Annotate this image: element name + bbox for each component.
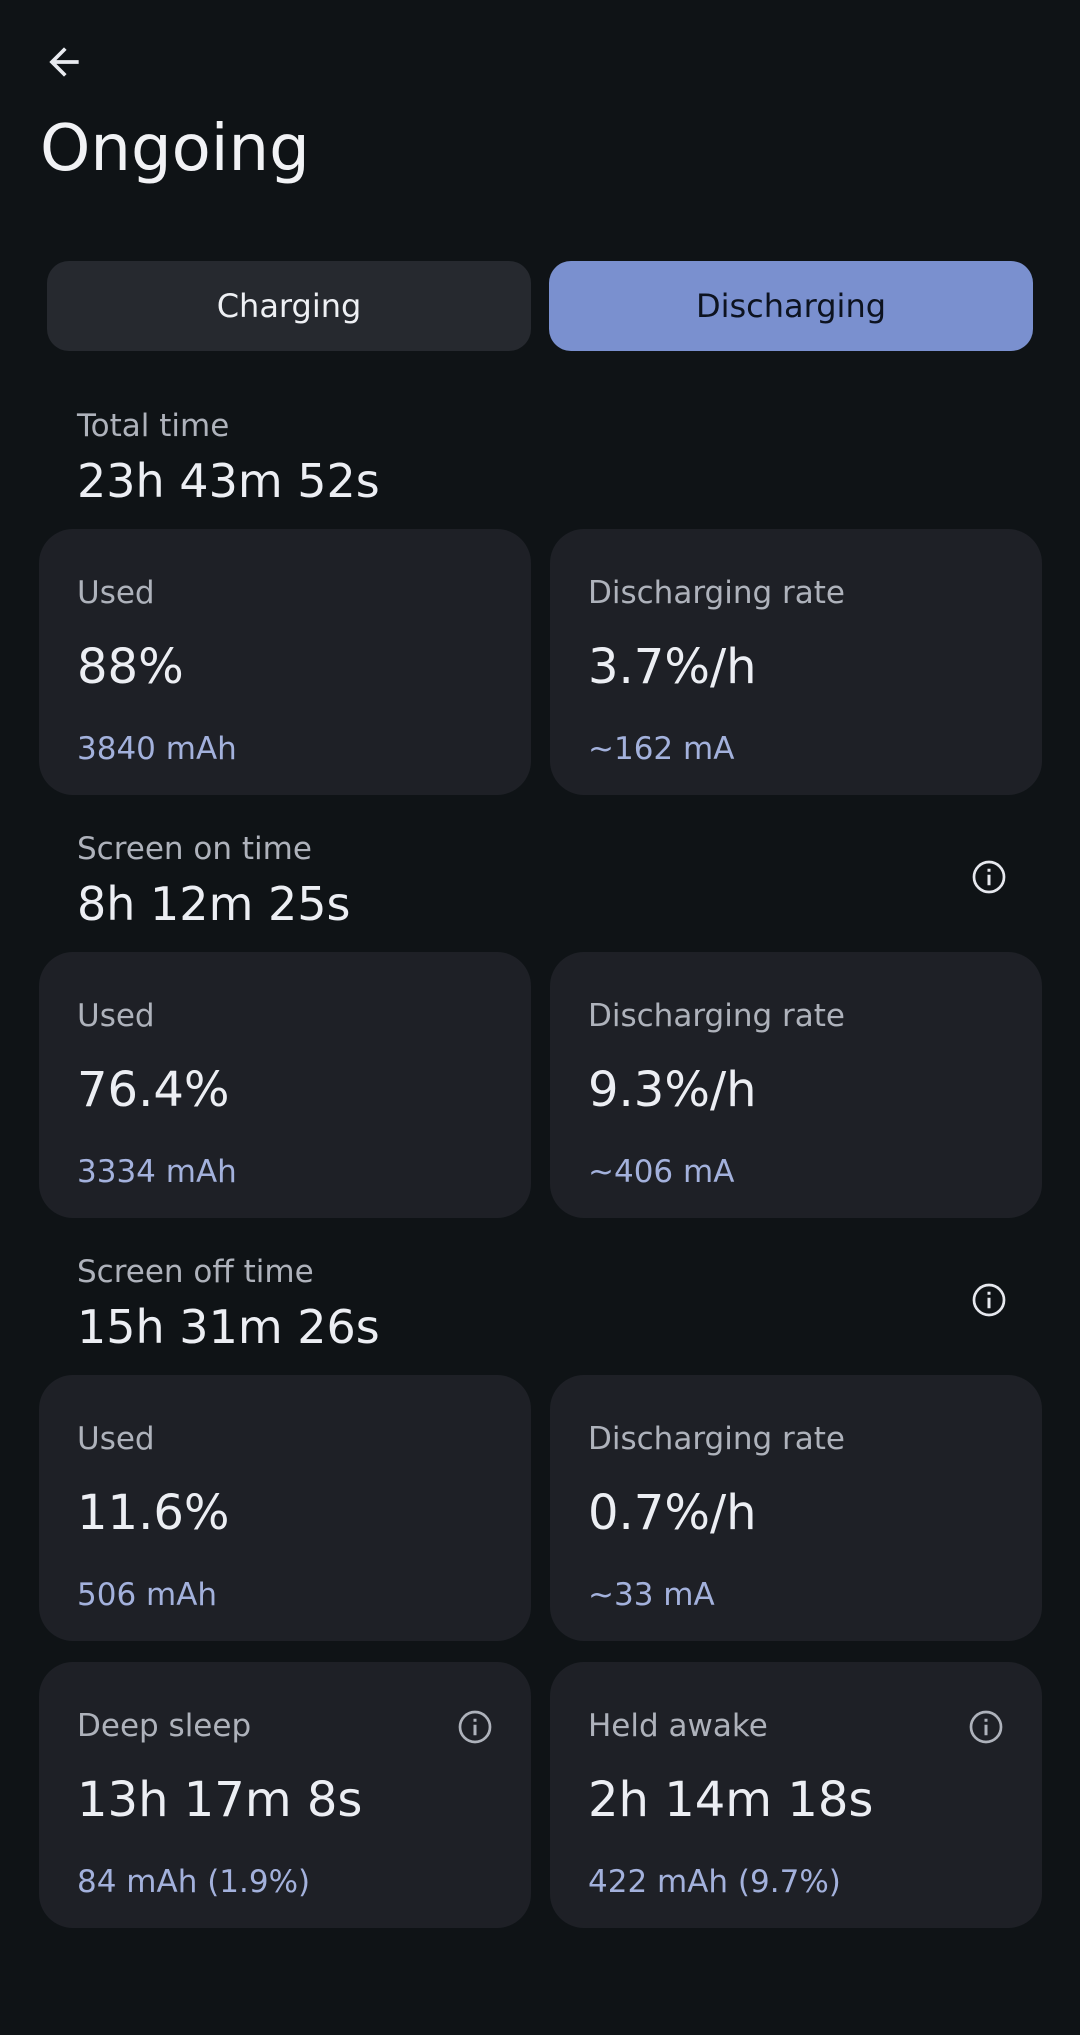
back-button[interactable] <box>32 30 96 94</box>
screen-on-rate-label: Discharging rate <box>588 998 845 1034</box>
arrow-left-icon <box>49 47 79 77</box>
total-rate-card: Discharging rate 3.7%/h ~162 mA <box>550 529 1042 795</box>
screen-on-header: Screen on time 8h 12m 25s <box>77 829 1007 933</box>
screen-off-used-mah: 506 mAh <box>77 1577 218 1613</box>
screen-off-rate-card: Discharging rate 0.7%/h ~33 mA <box>550 1375 1042 1641</box>
total-time-value: 23h 43m 52s <box>77 454 380 508</box>
screen-off-used-value: 11.6% <box>77 1485 230 1541</box>
screen-on-used-card: Used 76.4% 3334 mAh <box>39 952 531 1218</box>
total-used-mah: 3840 mAh <box>77 731 237 767</box>
info-circle-icon[interactable] <box>971 1282 1007 1318</box>
deep-sleep-mah: 84 mAh (1.9%) <box>77 1864 311 1900</box>
screen-off-label: Screen off time <box>77 1254 314 1290</box>
screen-on-used-mah: 3334 mAh <box>77 1154 237 1190</box>
total-used-card: Used 88% 3840 mAh <box>39 529 531 795</box>
screen-off-used-card: Used 11.6% 506 mAh <box>39 1375 531 1641</box>
held-awake-card: Held awake 2h 14m 18s 422 mAh (9.7%) <box>550 1662 1042 1928</box>
screen-off-rate-ma: ~33 mA <box>588 1577 715 1613</box>
info-circle-icon[interactable] <box>457 1709 493 1745</box>
screen-on-value: 8h 12m 25s <box>77 877 351 931</box>
total-rate-label: Discharging rate <box>588 575 845 611</box>
screen-off-rate-value: 0.7%/h <box>588 1485 757 1541</box>
total-time-label: Total time <box>77 408 230 444</box>
page-title: Ongoing <box>40 112 310 186</box>
total-time-header: Total time 23h 43m 52s <box>77 406 1007 510</box>
deep-sleep-label: Deep sleep <box>77 1708 252 1744</box>
screen-on-used-label: Used <box>77 998 155 1034</box>
held-awake-label: Held awake <box>588 1708 768 1744</box>
held-awake-value: 2h 14m 18s <box>588 1772 874 1828</box>
tab-discharging[interactable]: Discharging <box>549 261 1033 351</box>
info-circle-icon[interactable] <box>971 859 1007 895</box>
total-rate-value: 3.7%/h <box>588 639 757 695</box>
deep-sleep-card: Deep sleep 13h 17m 8s 84 mAh (1.9%) <box>39 1662 531 1928</box>
screen-on-rate-card: Discharging rate 9.3%/h ~406 mA <box>550 952 1042 1218</box>
screen-off-rate-label: Discharging rate <box>588 1421 845 1457</box>
deep-sleep-value: 13h 17m 8s <box>77 1772 363 1828</box>
screen-on-label: Screen on time <box>77 831 312 867</box>
total-rate-ma: ~162 mA <box>588 731 735 767</box>
screen-on-rate-ma: ~406 mA <box>588 1154 735 1190</box>
screen-on-rate-value: 9.3%/h <box>588 1062 757 1118</box>
held-awake-mah: 422 mAh (9.7%) <box>588 1864 841 1900</box>
screen-off-header: Screen off time 15h 31m 26s <box>77 1252 1007 1356</box>
screen-on-used-value: 76.4% <box>77 1062 230 1118</box>
screen-off-value: 15h 31m 26s <box>77 1300 380 1354</box>
info-circle-icon[interactable] <box>968 1709 1004 1745</box>
total-used-value: 88% <box>77 639 184 695</box>
mode-segmented-control: Charging Discharging <box>47 261 1033 351</box>
tab-charging[interactable]: Charging <box>47 261 531 351</box>
total-used-label: Used <box>77 575 155 611</box>
screen-off-used-label: Used <box>77 1421 155 1457</box>
